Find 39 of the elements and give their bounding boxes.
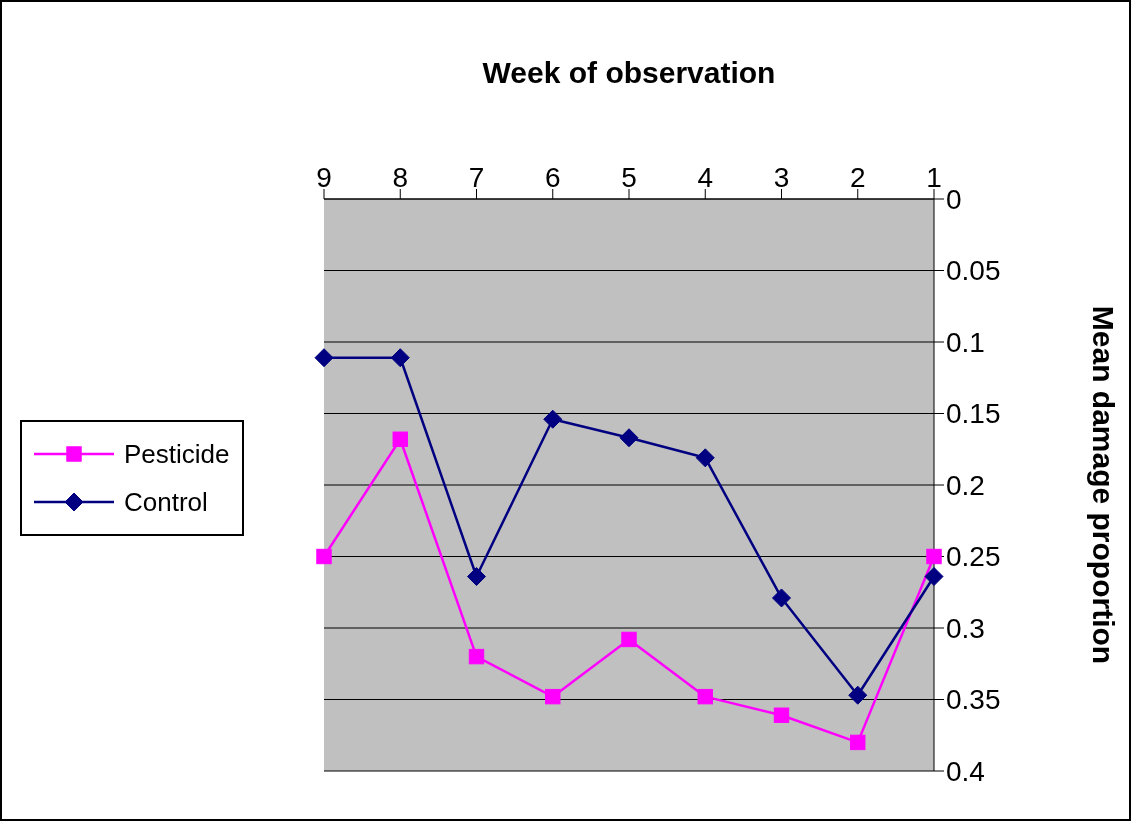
x-tick-label: 9 bbox=[316, 162, 332, 193]
y-tick-label: 0.15 bbox=[946, 398, 1001, 430]
point bbox=[390, 348, 410, 368]
point bbox=[545, 688, 561, 705]
x-tick-label: 1 bbox=[926, 162, 942, 193]
legend-label: Control bbox=[124, 486, 208, 518]
point bbox=[773, 707, 790, 723]
point bbox=[850, 734, 866, 751]
x-tick-label: 5 bbox=[621, 162, 637, 193]
y-tick-label: 0.4 bbox=[946, 755, 985, 787]
y-tick-label: 0.1 bbox=[946, 326, 985, 358]
y-tick-label: 0.05 bbox=[946, 255, 1001, 287]
point bbox=[316, 548, 332, 565]
y-tick-label: 0.3 bbox=[946, 612, 985, 644]
x-tick-label: 8 bbox=[392, 162, 409, 193]
point bbox=[772, 588, 791, 608]
point bbox=[848, 685, 868, 705]
y-tick-label: 0.25 bbox=[946, 541, 1001, 573]
point bbox=[543, 409, 563, 429]
point bbox=[314, 348, 334, 368]
point bbox=[619, 428, 639, 448]
x-tick-label: 6 bbox=[544, 162, 561, 193]
x-tick-label: 7 bbox=[468, 162, 485, 193]
x-tick-label: 4 bbox=[697, 162, 714, 193]
y-tick-label: 0 bbox=[946, 183, 962, 215]
point bbox=[392, 431, 408, 447]
legend-label: Pesticide bbox=[124, 438, 230, 470]
y-tick-label: 0.2 bbox=[946, 469, 985, 501]
point bbox=[695, 448, 715, 468]
point bbox=[468, 648, 485, 665]
point bbox=[924, 567, 944, 587]
point bbox=[621, 631, 637, 648]
x-tick-label: 3 bbox=[773, 162, 790, 193]
point bbox=[467, 567, 486, 587]
y-axis-title: Mean damage proportion bbox=[1087, 305, 1121, 665]
y-tick-label: 0.35 bbox=[946, 684, 1001, 716]
x-axis-title: Week of observation bbox=[482, 56, 776, 90]
point bbox=[697, 688, 713, 705]
x-tick-label: 2 bbox=[849, 162, 866, 193]
